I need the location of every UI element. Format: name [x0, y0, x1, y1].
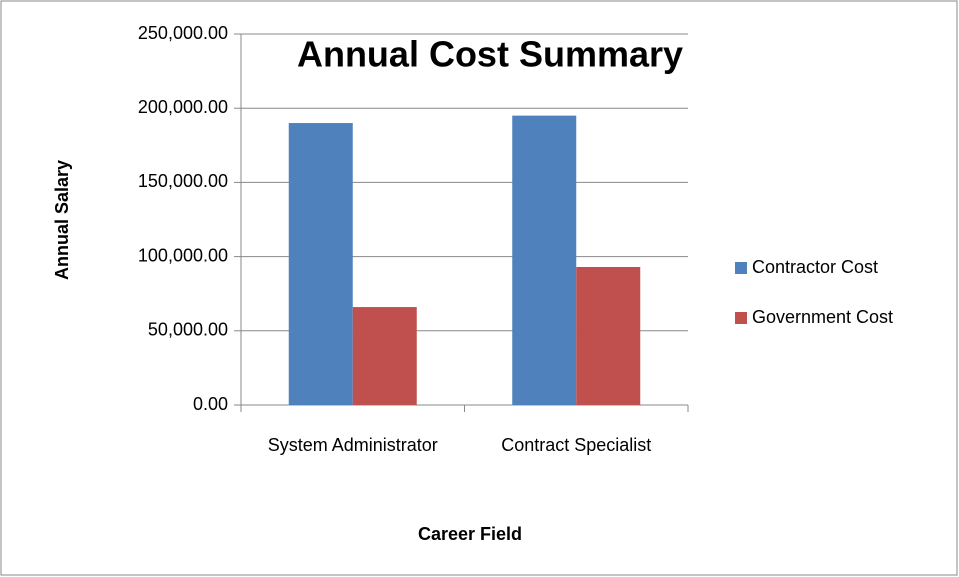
legend-swatch [735, 312, 747, 324]
bar [512, 115, 577, 406]
y-tick-label: 200,000.00 [138, 97, 228, 117]
bar [352, 307, 417, 405]
y-tick-label: 250,000.00 [138, 23, 228, 43]
y-axis-label: Annual Salary [52, 160, 72, 280]
y-tick-label: 0.00 [193, 394, 228, 414]
y-tick-label: 50,000.00 [148, 320, 228, 340]
legend-swatch [735, 262, 747, 274]
x-tick-label: System Administrator [267, 435, 438, 455]
legend-label: Contractor Cost [752, 257, 878, 277]
y-tick-label: 100,000.00 [138, 245, 228, 265]
x-axis-label: Career Field [418, 524, 522, 544]
y-tick-label: 150,000.00 [138, 171, 228, 191]
bar [576, 266, 641, 405]
x-tick-label: Contract Specialist [501, 435, 652, 455]
bar [288, 123, 353, 405]
legend-label: Government Cost [752, 307, 893, 327]
chart-title: Annual Cost Summary [297, 34, 683, 75]
